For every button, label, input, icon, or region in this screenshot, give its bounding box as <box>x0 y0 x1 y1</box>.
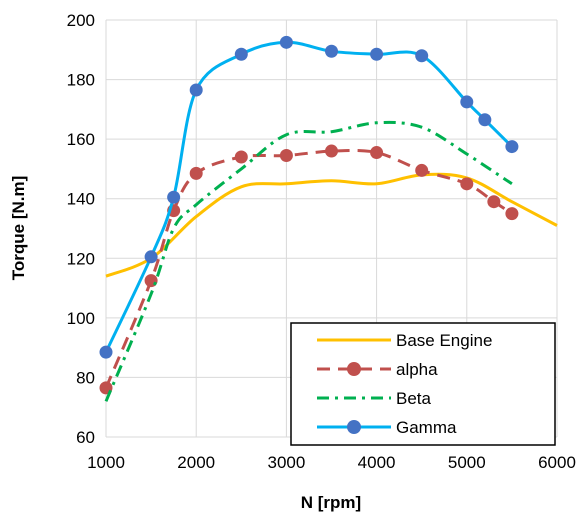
data-point-gamma <box>189 83 203 97</box>
legend-label-gamma: Gamma <box>396 418 457 437</box>
x-tick-label: 5000 <box>448 453 486 472</box>
tick-labels: 1000 2000 3000 4000 5000 6000 60 80 100 120 140 160… <box>67 11 576 472</box>
x-tick-label: 6000 <box>538 453 576 472</box>
x-tick-label: 2000 <box>177 453 215 472</box>
legend-marker-alpha <box>347 362 361 376</box>
series-line-gamma <box>104 40 513 353</box>
data-point-alpha <box>144 274 158 288</box>
data-point-alpha <box>234 150 248 164</box>
x-tick-label: 1000 <box>87 453 125 472</box>
data-point-alpha <box>370 146 384 160</box>
data-point-gamma <box>460 95 474 109</box>
data-point-gamma <box>415 49 429 63</box>
y-tick-label: 80 <box>76 368 95 387</box>
series-line-base-engine <box>105 172 558 278</box>
series-line-beta <box>104 120 513 402</box>
legend-box <box>290 322 556 446</box>
legend-label-beta: Beta <box>396 389 432 408</box>
data-point-gamma <box>370 47 384 61</box>
legend-label-base-engine: Base Engine <box>396 331 492 350</box>
y-tick-label: 100 <box>67 309 95 328</box>
x-tick-label: 3000 <box>267 453 305 472</box>
data-point-gamma <box>234 47 248 61</box>
y-tick-label: 60 <box>76 428 95 447</box>
y-axis-title: Torque [N.m] <box>9 176 28 281</box>
x-tick-label: 4000 <box>358 453 396 472</box>
data-point-gamma <box>144 250 158 264</box>
data-point-gamma <box>325 44 338 58</box>
data-point-gamma <box>478 113 492 127</box>
y-tick-label: 180 <box>67 71 95 90</box>
data-point-alpha <box>505 207 519 221</box>
legend-label-alpha: alpha <box>396 360 438 379</box>
series-layer <box>99 35 558 402</box>
y-tick-label: 200 <box>67 11 95 30</box>
grid <box>105 19 558 438</box>
data-point-gamma <box>279 35 293 49</box>
y-tick-label: 140 <box>67 190 95 209</box>
data-point-alpha <box>487 195 501 209</box>
legend-marker-gamma <box>347 420 361 434</box>
legend: Base Engine alpha Beta Gamma <box>290 322 556 446</box>
data-point-alpha <box>189 166 203 180</box>
data-point-alpha <box>325 144 338 158</box>
y-tick-label: 120 <box>67 249 95 268</box>
y-tick-label: 160 <box>67 130 95 149</box>
x-axis-title: N [rpm] <box>301 493 361 512</box>
data-point-gamma <box>505 140 519 154</box>
data-point-alpha <box>279 149 293 163</box>
data-point-gamma <box>167 190 181 204</box>
data-point-gamma <box>99 345 113 359</box>
data-point-alpha <box>460 177 474 191</box>
data-point-alpha <box>415 163 429 177</box>
